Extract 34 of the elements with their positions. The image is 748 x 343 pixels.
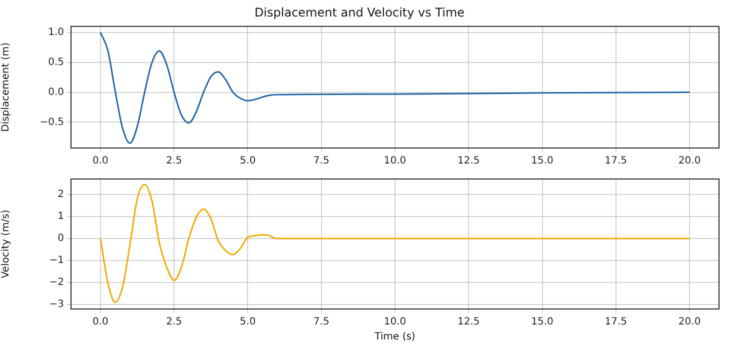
x-tick-label: 0.0 <box>92 316 108 328</box>
x-tick-label: 12.5 <box>458 156 480 167</box>
x-tick-label: 7.5 <box>313 316 330 328</box>
x-tick-label: 0.0 <box>92 156 108 167</box>
y-tick-label: −2 <box>49 277 64 288</box>
x-tick-label: 7.5 <box>313 156 330 167</box>
x-tick-label: 5.0 <box>240 156 256 167</box>
y-tick-label: 2 <box>58 189 64 200</box>
line-series <box>100 184 690 304</box>
y-tick-label: 0.0 <box>48 86 64 98</box>
y-tick-label: 1.0 <box>48 26 64 38</box>
y-tick-label: 0.5 <box>48 56 64 68</box>
y-tick-label: −0.5 <box>40 116 64 128</box>
x-tick-label: 2.5 <box>166 316 182 328</box>
y-tick-label: 0 <box>58 233 64 244</box>
line-series <box>100 32 690 144</box>
x-tick-label: 2.5 <box>166 156 182 167</box>
x-tick-label: 12.5 <box>458 316 480 328</box>
x-tick-label: 17.5 <box>604 316 628 328</box>
x-tick-label: 20.0 <box>678 156 701 167</box>
x-tick-label: 15.0 <box>531 316 554 328</box>
x-tick-label: 17.5 <box>604 156 628 167</box>
y-tick-label: −1 <box>49 255 64 266</box>
x-tick-label: 10.0 <box>384 156 406 167</box>
y-axis-title: Velocity (m/s) <box>0 210 12 278</box>
chart-title: Displacement and Velocity vs Time <box>254 5 465 20</box>
y-tick-label: 1 <box>58 211 64 222</box>
x-axis-title: Time (s) <box>374 332 416 343</box>
y-tick-label: −3 <box>49 299 64 310</box>
x-tick-label: 10.0 <box>384 316 406 328</box>
x-tick-label: 5.0 <box>240 316 256 328</box>
y-axis-title: Displacement (m) <box>0 42 12 132</box>
x-tick-label: 15.0 <box>531 156 554 167</box>
x-tick-label: 20.0 <box>678 316 701 328</box>
